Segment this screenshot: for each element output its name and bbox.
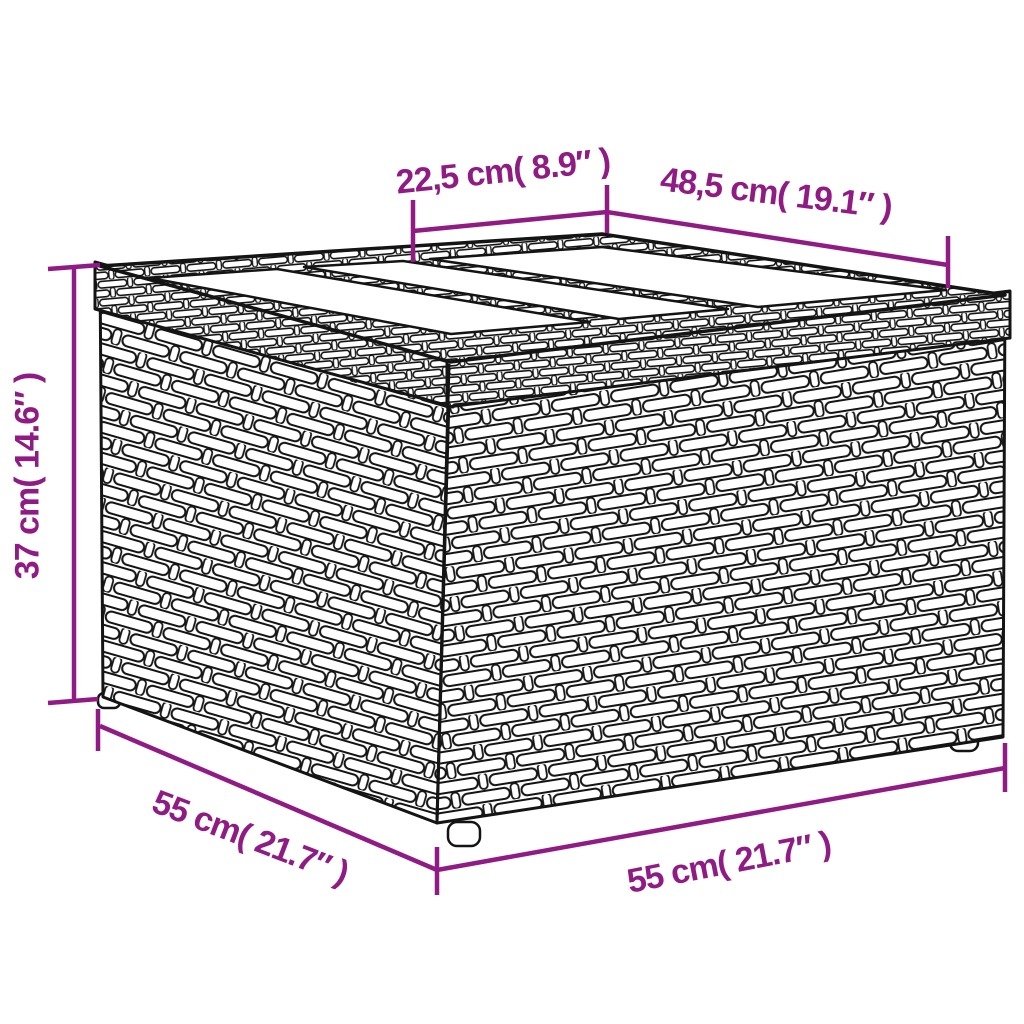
glass-panels (148, 245, 948, 336)
tick (47, 696, 99, 706)
table-foot (446, 820, 482, 848)
tick (47, 262, 101, 272)
glass-panel-right (428, 245, 948, 309)
front-corner-edge (435, 363, 451, 821)
table-body (93, 232, 1012, 848)
dimension-line-depth (99, 723, 438, 873)
dimension-label-height: 37 cm( 14.6″ ) (8, 372, 47, 580)
glass-panel-left (148, 267, 592, 336)
glass-panel-middle (302, 259, 730, 321)
dimension-line-width (436, 765, 1006, 873)
dimension-lines (47, 185, 1008, 895)
